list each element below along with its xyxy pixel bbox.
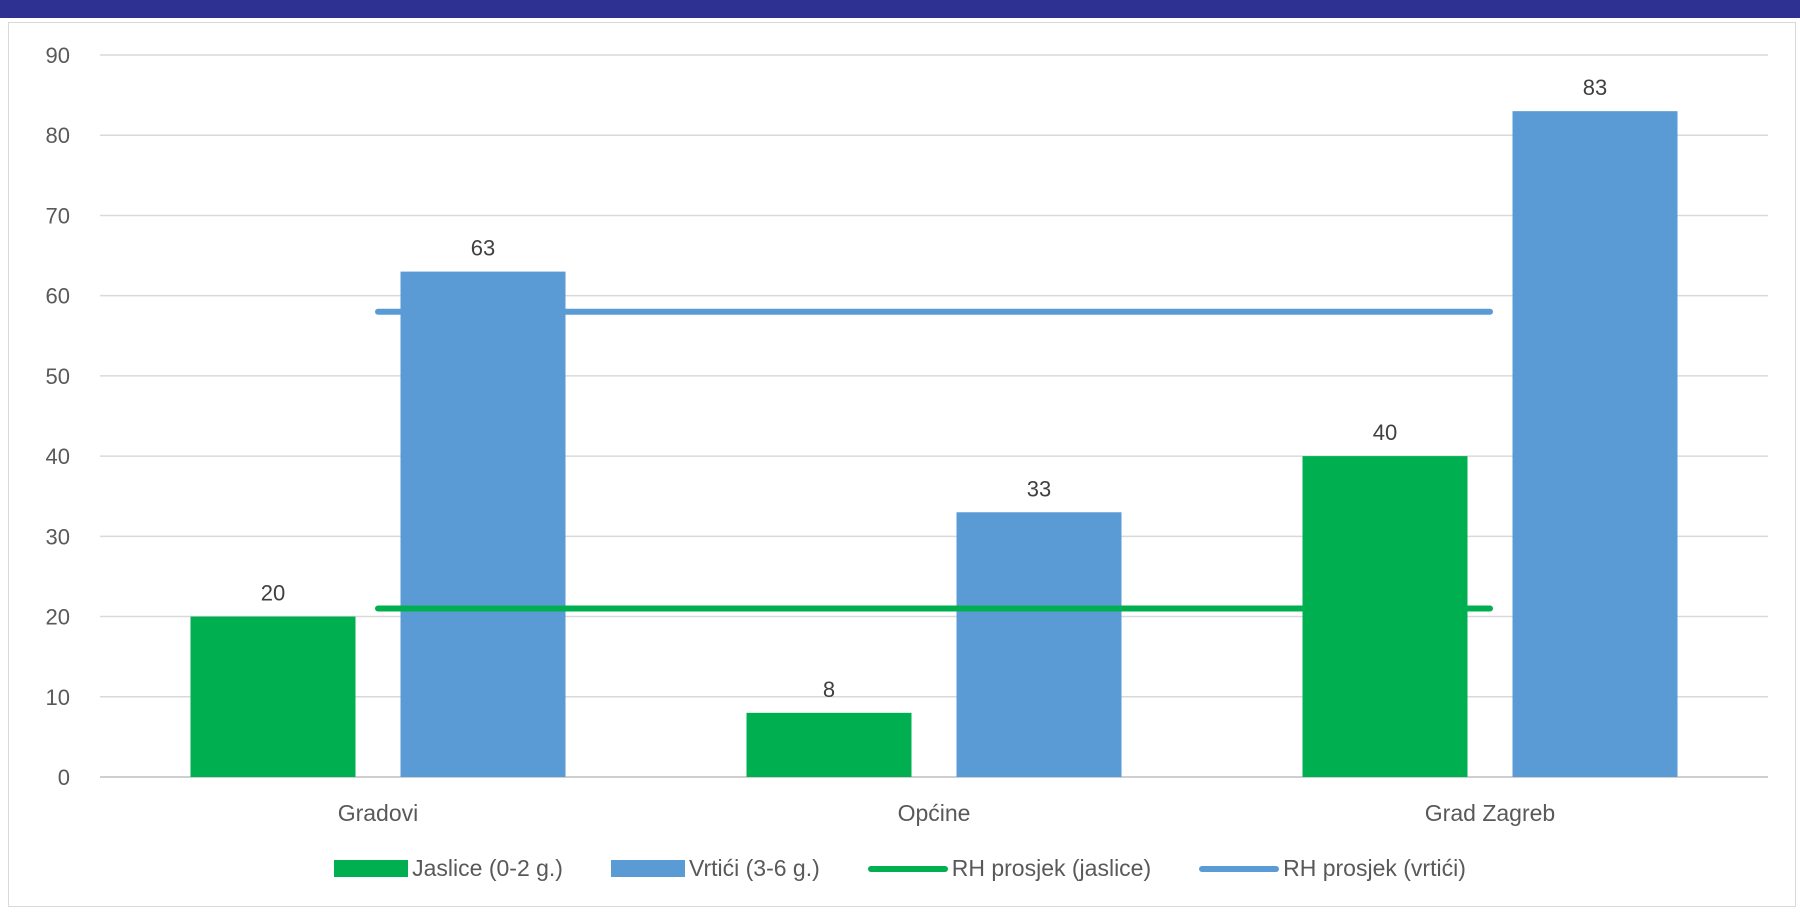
y-tick-label: 50 <box>46 364 70 389</box>
x-category-label: Općine <box>898 800 971 826</box>
y-tick-label: 90 <box>46 43 70 68</box>
data-label: 40 <box>1373 420 1397 445</box>
x-category-label: Grad Zagreb <box>1425 800 1555 826</box>
bar-vrtici-0 <box>400 271 566 777</box>
legend-swatch-rh-jaslice <box>867 865 948 872</box>
legend-label-jaslice: Jaslice (0-2 g.) <box>412 855 563 881</box>
data-label: 20 <box>261 581 285 606</box>
legend-item-vrtici: Vrtići (3-6 g.) <box>610 855 820 882</box>
y-tick-label: 60 <box>46 284 70 309</box>
x-category-label: Gradovi <box>338 800 419 826</box>
legend-item-jaslice: Jaslice (0-2 g.) <box>334 855 563 882</box>
legend-swatch-vrtici <box>610 860 685 877</box>
bar-vrtici-1 <box>956 512 1122 777</box>
y-tick-label: 20 <box>46 605 70 630</box>
top-accent-bar <box>0 0 1800 18</box>
legend-label-vrtici: Vrtići (3-6 g.) <box>688 855 820 881</box>
y-tick-label: 10 <box>46 685 70 710</box>
legend-label-rh-jaslice: RH prosjek (jaslice) <box>951 855 1152 881</box>
y-tick-label: 30 <box>46 524 70 549</box>
y-tick-label: 80 <box>46 123 70 148</box>
y-tick-label: 0 <box>58 765 70 790</box>
legend-item-rh-vrtici: RH prosjek (vrtići) <box>1199 855 1466 882</box>
bar-vrtici-2 <box>1512 111 1678 777</box>
data-label: 33 <box>1027 476 1051 501</box>
data-label: 83 <box>1583 75 1607 100</box>
legend: Jaslice (0-2 g.) Vrtići (3-6 g.) RH pros… <box>0 855 1800 882</box>
y-tick-label: 40 <box>46 444 70 469</box>
y-tick-label: 70 <box>46 203 70 228</box>
legend-item-rh-jaslice: RH prosjek (jaslice) <box>867 855 1152 882</box>
bar-jaslice-2 <box>1302 456 1468 777</box>
legend-label-rh-vrtici: RH prosjek (vrtići) <box>1283 855 1466 881</box>
bar-jaslice-1 <box>746 712 912 777</box>
legend-swatch-jaslice <box>334 860 409 877</box>
bar-jaslice-0 <box>190 616 356 777</box>
legend-swatch-rh-vrtici <box>1199 865 1280 872</box>
data-label: 8 <box>823 677 835 702</box>
chart-area-border <box>8 22 1796 907</box>
data-label: 63 <box>471 236 495 261</box>
